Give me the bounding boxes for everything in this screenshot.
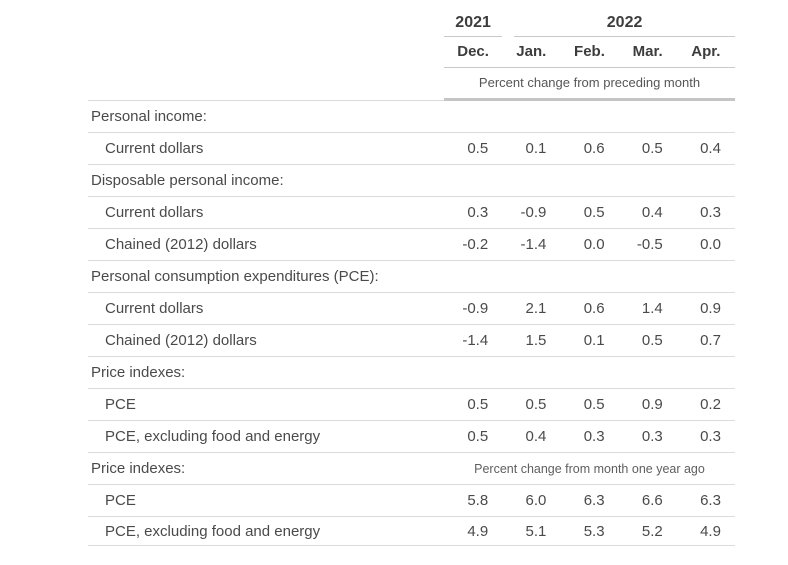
section-row-price-indexes-yearly: Price indexes: Percent change from month… — [88, 453, 735, 485]
value-cell: 0.1 — [583, 332, 605, 349]
section-row-personal-income: Personal income: — [88, 101, 735, 133]
row-label: Current dollars — [105, 204, 204, 221]
column-header-mar: Mar. — [632, 43, 663, 60]
row-label: PCE, excluding food and energy — [105, 428, 321, 445]
value-cell: 0.3 — [700, 204, 721, 221]
table-row-current-dollars-pce: Current dollars -0.9 2.1 0.6 1.4 0.9 — [88, 293, 735, 325]
month-headers: Dec. Jan. Feb. Mar. Apr. — [444, 37, 735, 68]
value-cell: 0.5 — [641, 140, 663, 157]
year-header-spacer — [88, 9, 444, 37]
section-label: Price indexes: — [91, 460, 186, 477]
value-cell: 5.3 — [583, 522, 605, 540]
value-cell: -0.5 — [636, 236, 663, 253]
value-cell: 0.5 — [525, 396, 547, 413]
table-row-chained-dollars-dpi: Chained (2012) dollars -0.2 -1.4 0.0 -0.… — [88, 229, 735, 261]
column-header-jan: Jan. — [516, 43, 547, 60]
value-cell: 6.3 — [700, 492, 721, 509]
value-cell: 0.0 — [583, 236, 605, 253]
value-cell: 0.3 — [700, 428, 721, 445]
value-cell: 1.5 — [525, 332, 547, 349]
section-label: Personal consumption expenditures (PCE): — [91, 268, 379, 285]
value-cell: 0.5 — [467, 396, 489, 413]
year-header-2021: 2021 — [444, 9, 503, 37]
value-cell: 0.4 — [525, 428, 547, 445]
value-cell: 0.3 — [583, 428, 605, 445]
section-row-disposable-personal-income: Disposable personal income: — [88, 165, 735, 197]
value-cell: 1.4 — [641, 300, 663, 317]
value-cell: 0.3 — [641, 428, 663, 445]
row-label: PCE — [105, 396, 136, 413]
unit-note-spacer — [88, 68, 444, 101]
value-cell: 0.6 — [583, 300, 605, 317]
table-row-current-dollars-dpi: Current dollars 0.3 -0.9 0.5 0.4 0.3 — [88, 197, 735, 229]
month-header-spacer — [88, 37, 444, 68]
row-label: Chained (2012) dollars — [105, 236, 257, 253]
economic-data-table: 2021 2022 Dec. Jan. Feb. Mar. Apr. Perce… — [88, 9, 735, 546]
value-cell: 0.5 — [467, 140, 489, 157]
value-cell: -1.4 — [462, 332, 489, 349]
value-cell: 0.0 — [700, 236, 721, 253]
section-row-price-indexes-monthly: Price indexes: — [88, 357, 735, 389]
value-cell: 2.1 — [525, 300, 547, 317]
year-header-row: 2021 2022 — [88, 9, 735, 37]
section-label: Personal income: — [91, 108, 207, 125]
year-header-2022: 2022 — [514, 9, 735, 37]
unit-note-row: Percent change from preceding month — [88, 68, 735, 101]
value-cell: 0.4 — [700, 140, 721, 157]
table-row-pce-price-index-yearly: PCE 5.8 6.0 6.3 6.6 6.3 — [88, 485, 735, 517]
row-label: Chained (2012) dollars — [105, 332, 257, 349]
row-label: Current dollars — [105, 140, 204, 157]
value-cell: -0.9 — [462, 300, 489, 317]
unit-note-top: Percent change from preceding month — [444, 68, 735, 101]
row-label: PCE — [105, 492, 136, 509]
column-header-dec: Dec. — [457, 43, 489, 60]
value-cell: 0.4 — [641, 204, 663, 221]
value-cell: 0.5 — [641, 332, 663, 349]
value-cell: 0.3 — [467, 204, 489, 221]
column-header-apr: Apr. — [691, 43, 721, 60]
value-cell: 0.5 — [583, 204, 605, 221]
table-row-pce-price-index-monthly: PCE 0.5 0.5 0.5 0.9 0.2 — [88, 389, 735, 421]
value-cell: 5.2 — [641, 522, 663, 540]
value-cell: -1.4 — [520, 236, 547, 253]
value-cell: 0.6 — [583, 140, 605, 157]
value-cell: 0.5 — [467, 428, 489, 445]
table-row-current-dollars-pi: Current dollars 0.5 0.1 0.6 0.5 0.4 — [88, 133, 735, 165]
value-cell: 0.1 — [525, 140, 547, 157]
value-cell: 6.0 — [525, 492, 547, 509]
value-cell: 4.9 — [467, 522, 489, 540]
table-row-core-pce-price-index-monthly: PCE, excluding food and energy 0.5 0.4 0… — [88, 421, 735, 453]
value-cell: 4.9 — [700, 522, 721, 540]
value-cell: 0.7 — [700, 332, 721, 349]
section-label: Disposable personal income: — [91, 172, 284, 189]
unit-note-bottom: Percent change from month one year ago — [474, 461, 705, 476]
value-cell: 0.2 — [700, 396, 721, 413]
value-cell: 6.3 — [583, 492, 605, 509]
value-cell: 5.1 — [525, 522, 547, 540]
column-header-feb: Feb. — [574, 43, 605, 60]
value-cell: 0.5 — [583, 396, 605, 413]
row-label: Current dollars — [105, 300, 204, 317]
value-cell: 0.9 — [700, 300, 721, 317]
month-header-row: Dec. Jan. Feb. Mar. Apr. — [88, 37, 735, 68]
table-row-core-pce-price-index-yearly: PCE, excluding food and energy 4.9 5.1 5… — [88, 517, 735, 546]
row-label: PCE, excluding food and energy — [105, 522, 321, 540]
value-cell: 5.8 — [467, 492, 489, 509]
section-row-pce: Personal consumption expenditures (PCE): — [88, 261, 735, 293]
table-row-chained-dollars-pce: Chained (2012) dollars -1.4 1.5 0.1 0.5 … — [88, 325, 735, 357]
section-label: Price indexes: — [91, 364, 186, 381]
value-cell: -0.2 — [462, 236, 489, 253]
value-cell: 0.9 — [641, 396, 663, 413]
value-cell: -0.9 — [520, 204, 547, 221]
value-cell: 6.6 — [641, 492, 663, 509]
